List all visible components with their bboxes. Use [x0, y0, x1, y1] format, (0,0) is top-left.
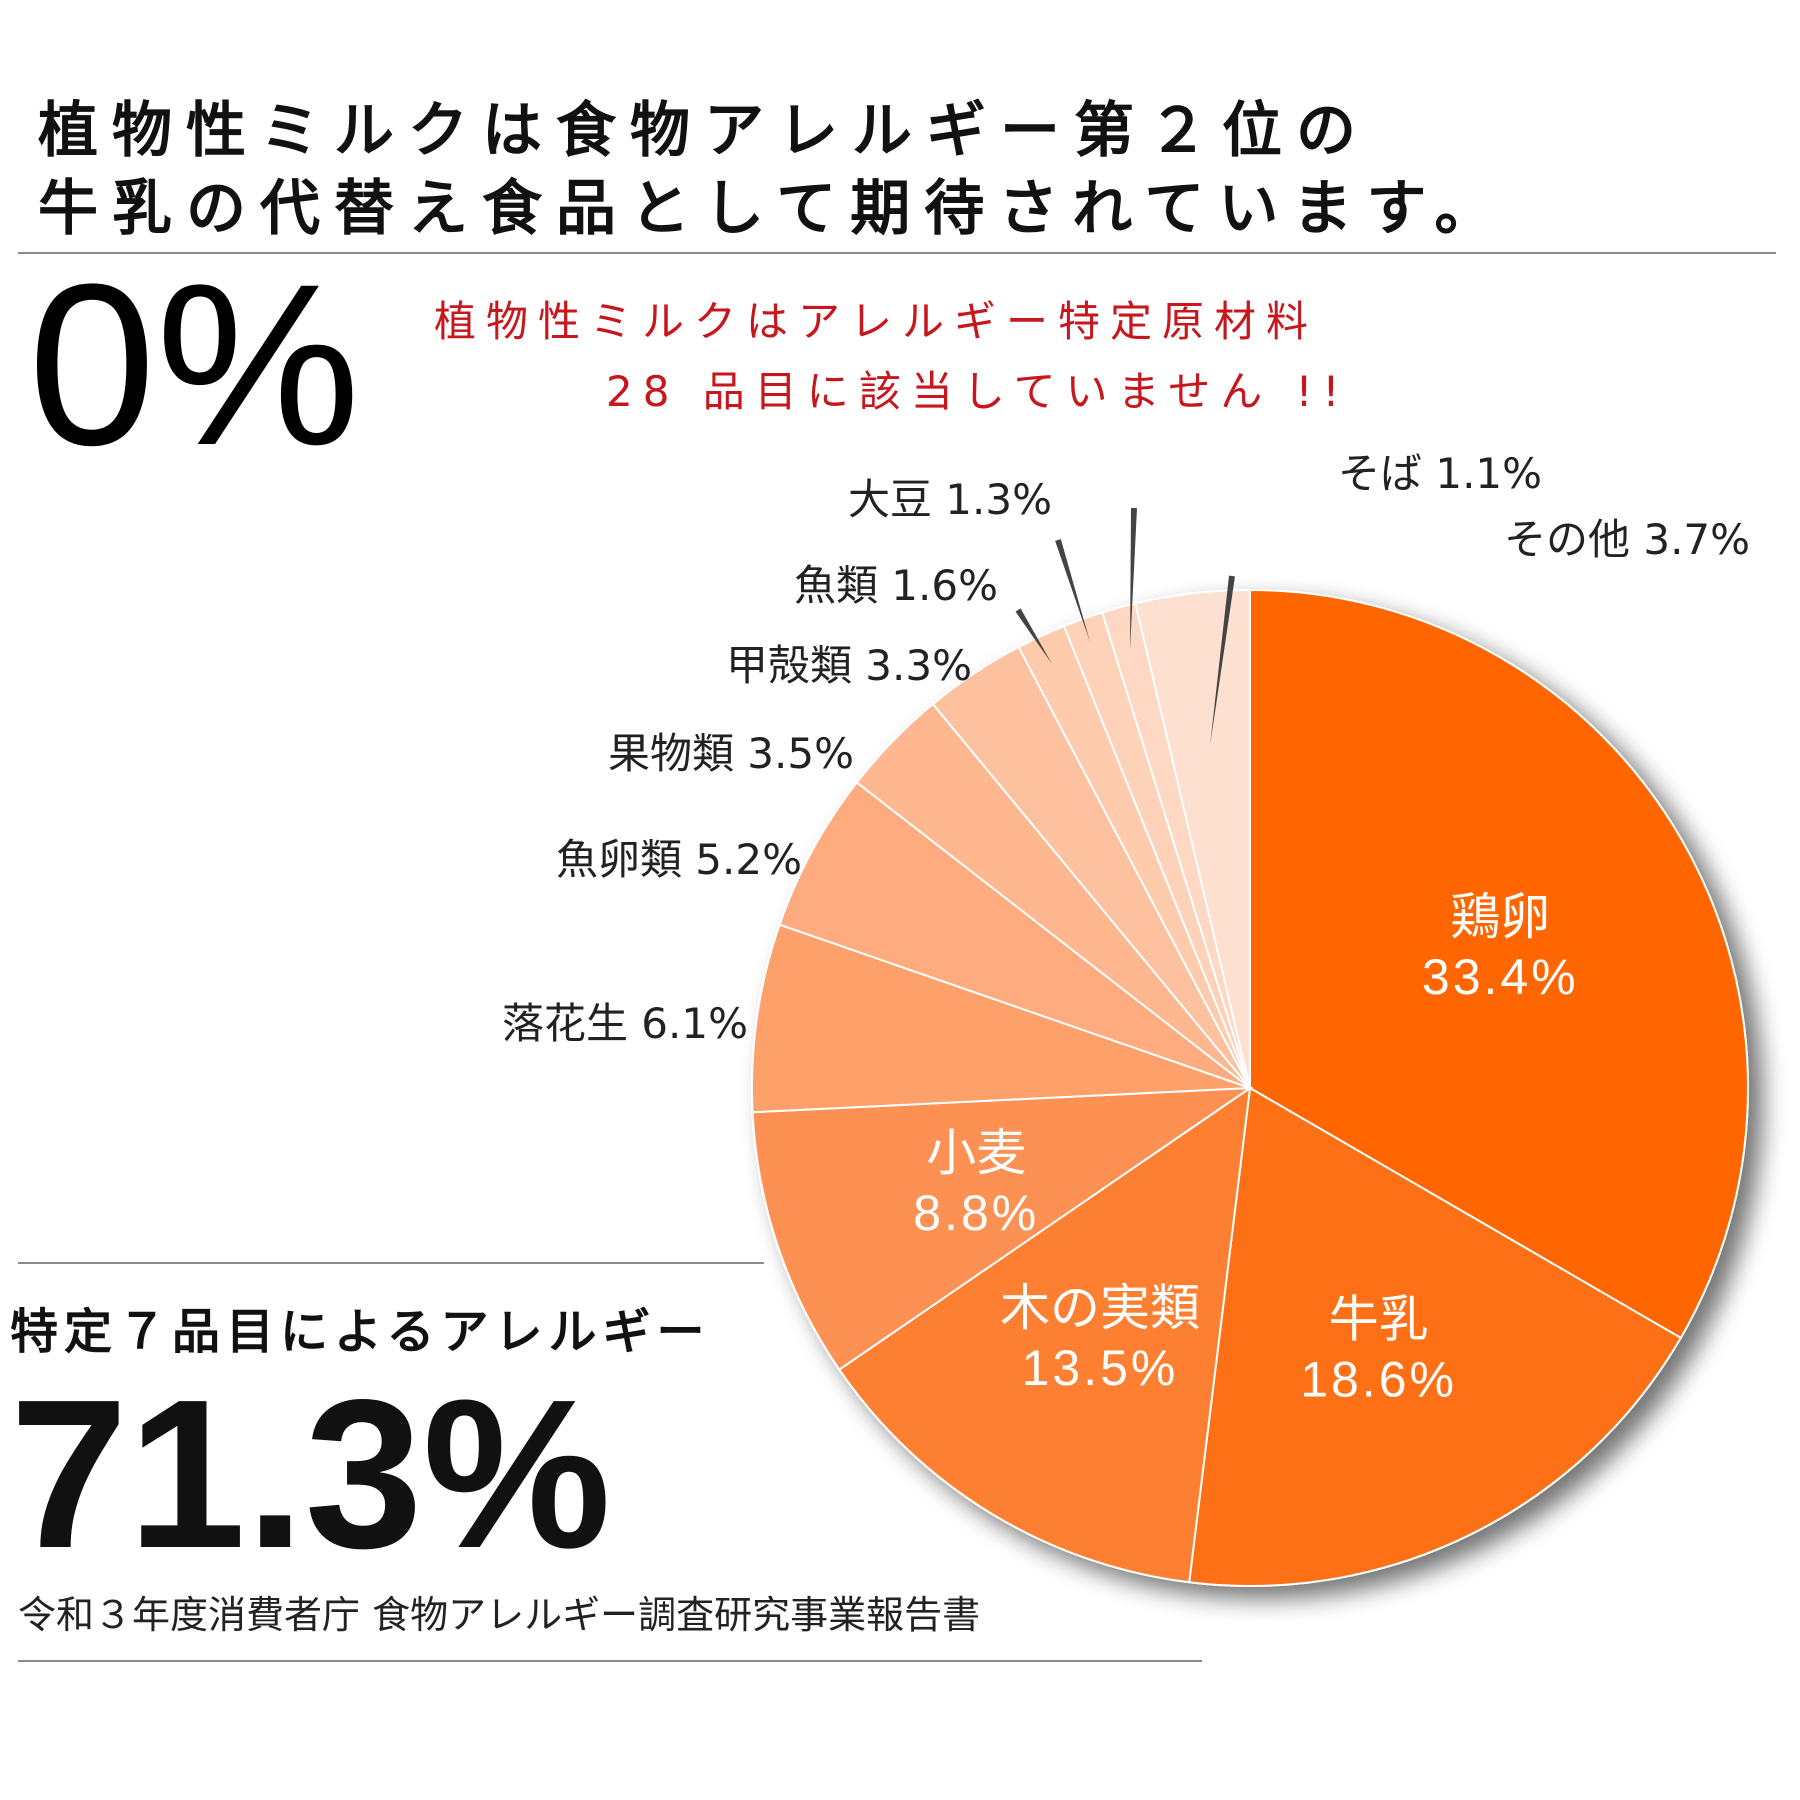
source-citation: 令和３年度消費者庁 食物アレルギー調査研究事業報告書 [18, 1593, 981, 1637]
slice-3-value-label: 13.5% [1022, 1340, 1179, 1396]
slice-9-label: 魚類 1.6% [794, 561, 998, 610]
slice-5-label: 落花生 6.1% [502, 999, 748, 1048]
slice-1-wedge [1249, 588, 1749, 1340]
top-divider [18, 252, 1776, 254]
slice-5-wedge [751, 923, 1251, 1114]
slice-6-label: 魚卵類 5.2% [556, 835, 802, 884]
slice-2-value-label: 18.6% [1300, 1352, 1457, 1408]
slice-2-wedge [1188, 1086, 1683, 1587]
slice-3-label: 木の実類 [1000, 1279, 1200, 1337]
slice-1-value-label: 33.4% [1422, 949, 1579, 1005]
slice-2-label: 牛乳 [1329, 1291, 1429, 1349]
note-line-2: 28 品目に該当していません !! [606, 367, 1350, 416]
slice-8-label: 甲殻類 3.3% [726, 641, 972, 690]
bottom-divider [18, 1660, 1202, 1662]
summary-value: 71.3% [10, 1355, 612, 1592]
slice-12-label: その他 3.7% [1504, 515, 1750, 564]
slice-12-wedge [1134, 588, 1251, 1089]
slice-3-wedge [837, 1085, 1252, 1584]
headline-line-1: 植物性ミルクは食物アレルギー第２位の [38, 96, 1370, 166]
zero-percent: 0% [28, 236, 361, 493]
summary-divider [18, 1262, 764, 1264]
slice-4-wedge [751, 1086, 1254, 1372]
slice-10-label: 大豆 1.3% [848, 475, 1052, 524]
note-line-1: 植物性ミルクはアレルギー特定原材料 [434, 297, 1319, 346]
slice-1-label: 鶏卵 [1450, 888, 1550, 946]
slice-11-label: そば 1.1% [1338, 449, 1542, 498]
slice-6-wedge [778, 781, 1251, 1089]
slice-11-leader-line [1130, 507, 1137, 650]
slice-4-value-label: 8.8% [913, 1185, 1039, 1241]
summary-heading: 特定７品目によるアレルギー [10, 1304, 711, 1360]
slice-9-leader-line [1015, 608, 1052, 664]
slice-10-leader-line [1055, 539, 1090, 642]
slice-4-label: 小麦 [926, 1124, 1026, 1182]
slice-7-label: 果物類 3.5% [608, 729, 854, 778]
slice-12-leader-line [1210, 575, 1235, 746]
headline-line-2: 牛乳の代替え食品として期待されています。 [38, 174, 1509, 244]
